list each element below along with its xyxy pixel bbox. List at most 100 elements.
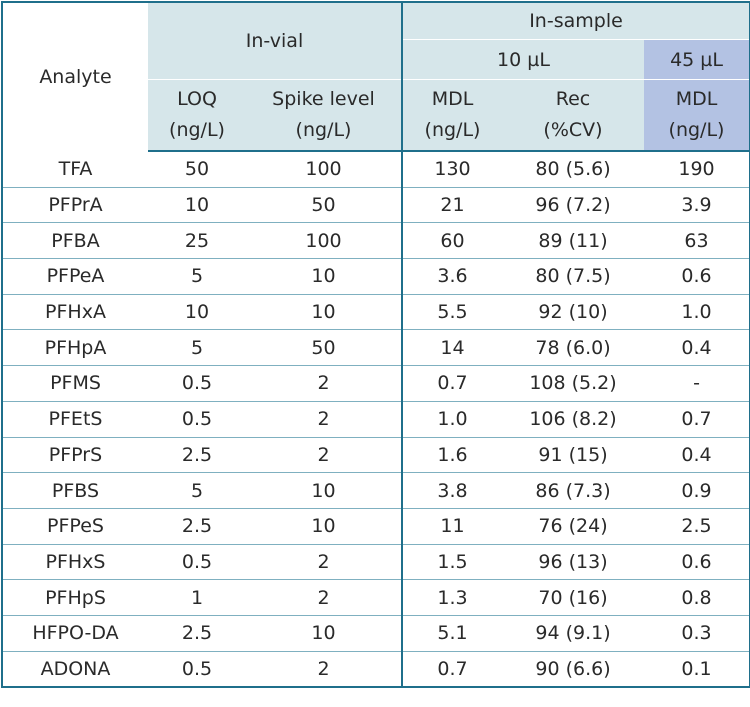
spike-level-cell: 10 — [246, 508, 402, 545]
analyte-cell: TFA — [2, 151, 148, 188]
spike-level-cell: 2 — [246, 365, 402, 402]
rec-cell: 78 (6.0) — [502, 329, 644, 367]
rec-cell: 70 (16) — [502, 579, 644, 616]
loq-cell: 10 — [148, 294, 246, 331]
header-mdl-10: MDL (ng/L) — [401, 79, 502, 152]
table-row: TFA 50 100 130 80 (5.6) 190 — [2, 151, 750, 188]
mdl-45ul-cell: 0.1 — [644, 651, 750, 689]
mdl-45ul-cell: 0.8 — [644, 579, 750, 616]
rec-cell: 86 (7.3) — [502, 472, 644, 509]
table-row: ADONA 0.5 2 0.7 90 (6.6) 0.1 — [2, 651, 750, 689]
loq-cell: 5 — [148, 329, 246, 367]
rec-cell: 91 (15) — [502, 437, 644, 474]
mdl-10ul-cell: 11 — [401, 508, 502, 545]
rec-cell: 92 (10) — [502, 294, 644, 331]
mdl-10ul-cell: 1.0 — [401, 401, 502, 438]
mdl-10ul-cell: 0.7 — [401, 651, 502, 689]
table-row: PFHxA 10 10 5.5 92 (10) 1.0 — [2, 294, 750, 331]
rec-cell: 90 (6.6) — [502, 651, 644, 689]
mdl-10ul-cell: 60 — [401, 222, 502, 260]
rec-cell: 89 (11) — [502, 222, 644, 260]
spike-level-cell: 10 — [246, 294, 402, 331]
analyte-cell: PFPeS — [2, 508, 148, 545]
loq-cell: 2.5 — [148, 508, 246, 545]
analyte-cell: HFPO-DA — [2, 615, 148, 652]
rec-cell: 96 (7.2) — [502, 187, 644, 224]
rec-cell: 106 (8.2) — [502, 401, 644, 438]
table-row: HFPO-DA 2.5 10 5.1 94 (9.1) 0.3 — [2, 615, 750, 652]
analyte-cell: PFHpA — [2, 329, 148, 367]
header-loq: LOQ (ng/L) — [148, 79, 246, 152]
header-in-vial: In-vial — [148, 2, 402, 80]
table-row: PFBA 25 100 60 89 (11) 63 — [2, 222, 750, 260]
table-body: TFA 50 100 130 80 (5.6) 190 PFPrA 10 50 21 96 (7.2… — [2, 151, 750, 689]
mdl-45ul-cell: 3.9 — [644, 187, 750, 224]
analyte-cell: ADONA — [2, 651, 148, 689]
header-10ul: 10 µL — [401, 39, 644, 80]
header-rec: Rec (%CV) — [502, 79, 644, 152]
mdl-45ul-cell: 0.6 — [644, 544, 750, 581]
header-analyte: Analyte — [2, 2, 148, 151]
loq-cell: 2.5 — [148, 437, 246, 474]
analyte-cell: PFMS — [2, 365, 148, 402]
analyte-cell: PFHpS — [2, 579, 148, 616]
mdl-45ul-cell: 0.3 — [644, 615, 750, 652]
header-spike-level: Spike level (ng/L) — [246, 79, 402, 152]
mdl-45ul-cell: 2.5 — [644, 508, 750, 545]
rec-cell: 80 (7.5) — [502, 258, 644, 295]
rec-cell: 108 (5.2) — [502, 365, 644, 402]
analyte-cell: PFHxS — [2, 544, 148, 581]
loq-cell: 0.5 — [148, 544, 246, 581]
loq-cell: 0.5 — [148, 401, 246, 438]
spike-level-cell: 100 — [246, 151, 402, 188]
mdl-10ul-cell: 3.6 — [401, 258, 502, 295]
analyte-cell: PFBS — [2, 472, 148, 509]
analyte-cell: PFPeA — [2, 258, 148, 295]
loq-cell: 0.5 — [148, 365, 246, 402]
mdl-10ul-cell: 1.6 — [401, 437, 502, 474]
analyte-cell: PFPrS — [2, 437, 148, 474]
analyte-cell: PFBA — [2, 222, 148, 260]
rec-cell: 76 (24) — [502, 508, 644, 545]
table-row: PFPrA 10 50 21 96 (7.2) 3.9 — [2, 187, 750, 224]
table-row: PFPrS 2.5 2 1.6 91 (15) 0.4 — [2, 437, 750, 474]
mdl-10ul-cell: 21 — [401, 187, 502, 224]
loq-cell: 50 — [148, 151, 246, 188]
mdl-45ul-cell: 0.6 — [644, 258, 750, 295]
spike-level-cell: 10 — [246, 615, 402, 652]
mdl-10ul-cell: 14 — [401, 329, 502, 367]
rec-cell: 94 (9.1) — [502, 615, 644, 652]
mdl-10ul-cell: 5.5 — [401, 294, 502, 331]
rec-cell: 96 (13) — [502, 544, 644, 581]
mdl-10ul-cell: 1.3 — [401, 579, 502, 616]
spike-level-cell: 2 — [246, 544, 402, 581]
spike-level-cell: 2 — [246, 401, 402, 438]
mdl-10ul-cell: 5.1 — [401, 615, 502, 652]
loq-cell: 2.5 — [148, 615, 246, 652]
loq-cell: 0.5 — [148, 651, 246, 689]
mdl-10ul-cell: 3.8 — [401, 472, 502, 509]
table-row: PFEtS 0.5 2 1.0 106 (8.2) 0.7 — [2, 401, 750, 438]
spike-level-cell: 100 — [246, 222, 402, 260]
table-row: PFPeA 5 10 3.6 80 (7.5) 0.6 — [2, 258, 750, 295]
mdl-10ul-cell: 0.7 — [401, 365, 502, 402]
loq-cell: 5 — [148, 472, 246, 509]
mdl-45ul-cell: 1.0 — [644, 294, 750, 331]
analyte-cell: PFEtS — [2, 401, 148, 438]
mdl-10ul-cell: 1.5 — [401, 544, 502, 581]
analyte-cell: PFPrA — [2, 187, 148, 224]
mdl-45ul-cell: 0.4 — [644, 329, 750, 367]
rec-cell: 80 (5.6) — [502, 151, 644, 188]
loq-cell: 10 — [148, 187, 246, 224]
table-row: PFPeS 2.5 10 11 76 (24) 2.5 — [2, 508, 750, 545]
spike-level-cell: 50 — [246, 187, 402, 224]
mdl-45ul-cell: 63 — [644, 222, 750, 260]
header-in-sample: In-sample — [400, 2, 750, 40]
mdl-45ul-cell: 190 — [644, 151, 750, 188]
spike-level-cell: 10 — [246, 258, 402, 295]
mdl-45ul-cell: 0.7 — [644, 401, 750, 438]
mdl-45ul-cell: - — [644, 365, 750, 402]
mdl-10ul-cell: 130 — [401, 151, 502, 188]
loq-cell: 5 — [148, 258, 246, 295]
table-row: PFHxS 0.5 2 1.5 96 (13) 0.6 — [2, 544, 750, 581]
